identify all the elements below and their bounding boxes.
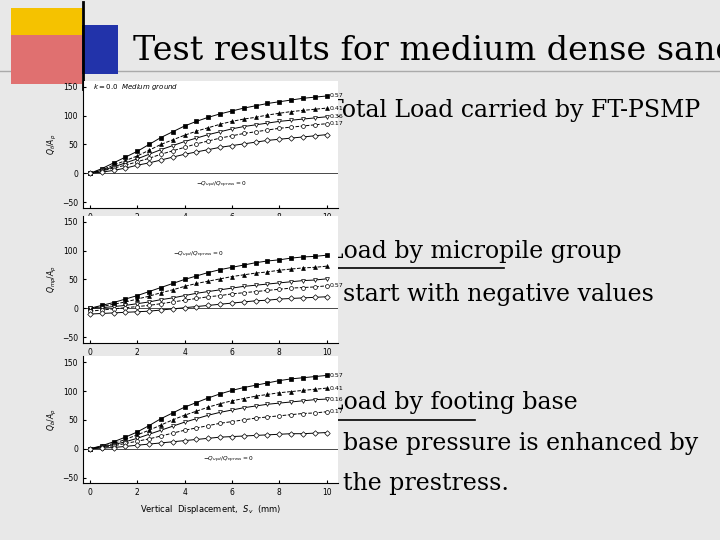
Bar (11, 35, 82, 84)
Text: 0.41: 0.41 (330, 106, 344, 111)
Text: $-Q_{upd}/Q_{npress}=0$: $-Q_{upd}/Q_{npress}=0$ (204, 455, 254, 465)
Text: Test results for medium dense sand ground: Test results for medium dense sand groun… (133, 35, 720, 68)
Text: $k = 0.0$  Medium ground: $k = 0.0$ Medium ground (93, 82, 179, 92)
Text: $-Q_{upd}/Q_{npress}=0$: $-Q_{upd}/Q_{npress}=0$ (173, 250, 223, 260)
Text: Total Load carried by FT-PSMP: Total Load carried by FT-PSMP (328, 99, 700, 122)
Text: start with negative values: start with negative values (328, 283, 654, 306)
X-axis label: Vertical  Displacement,  $S_v$  (mm): Vertical Displacement, $S_v$ (mm) (140, 503, 282, 516)
Text: 0.17: 0.17 (330, 409, 344, 414)
Y-axis label: $Q_{mp} / A_p$: $Q_{mp} / A_p$ (46, 266, 59, 293)
Text: the prestress.: the prestress. (328, 472, 508, 495)
Text: 0.17: 0.17 (330, 121, 344, 126)
Bar (11, 8, 82, 57)
Text: 0.57: 0.57 (330, 93, 344, 98)
Text: 0.36: 0.36 (330, 114, 344, 119)
Y-axis label: $Q_t / A_p$: $Q_t / A_p$ (46, 134, 59, 155)
Text: 0.16: 0.16 (330, 396, 343, 402)
Text: 0.57: 0.57 (330, 284, 344, 288)
Text: 0.57: 0.57 (330, 373, 344, 378)
Text: 0.41: 0.41 (330, 386, 344, 390)
Bar (46, 25, 118, 74)
Text: $-Q_{upd}/Q_{npress}=0$: $-Q_{upd}/Q_{npress}=0$ (197, 180, 247, 190)
Y-axis label: $Q_b / A_p$: $Q_b / A_p$ (46, 409, 59, 431)
Text: base pressure is enhanced by: base pressure is enhanced by (328, 433, 698, 455)
Text: Load by micropile group: Load by micropile group (328, 240, 621, 262)
Text: Load by footing base: Load by footing base (328, 391, 577, 414)
